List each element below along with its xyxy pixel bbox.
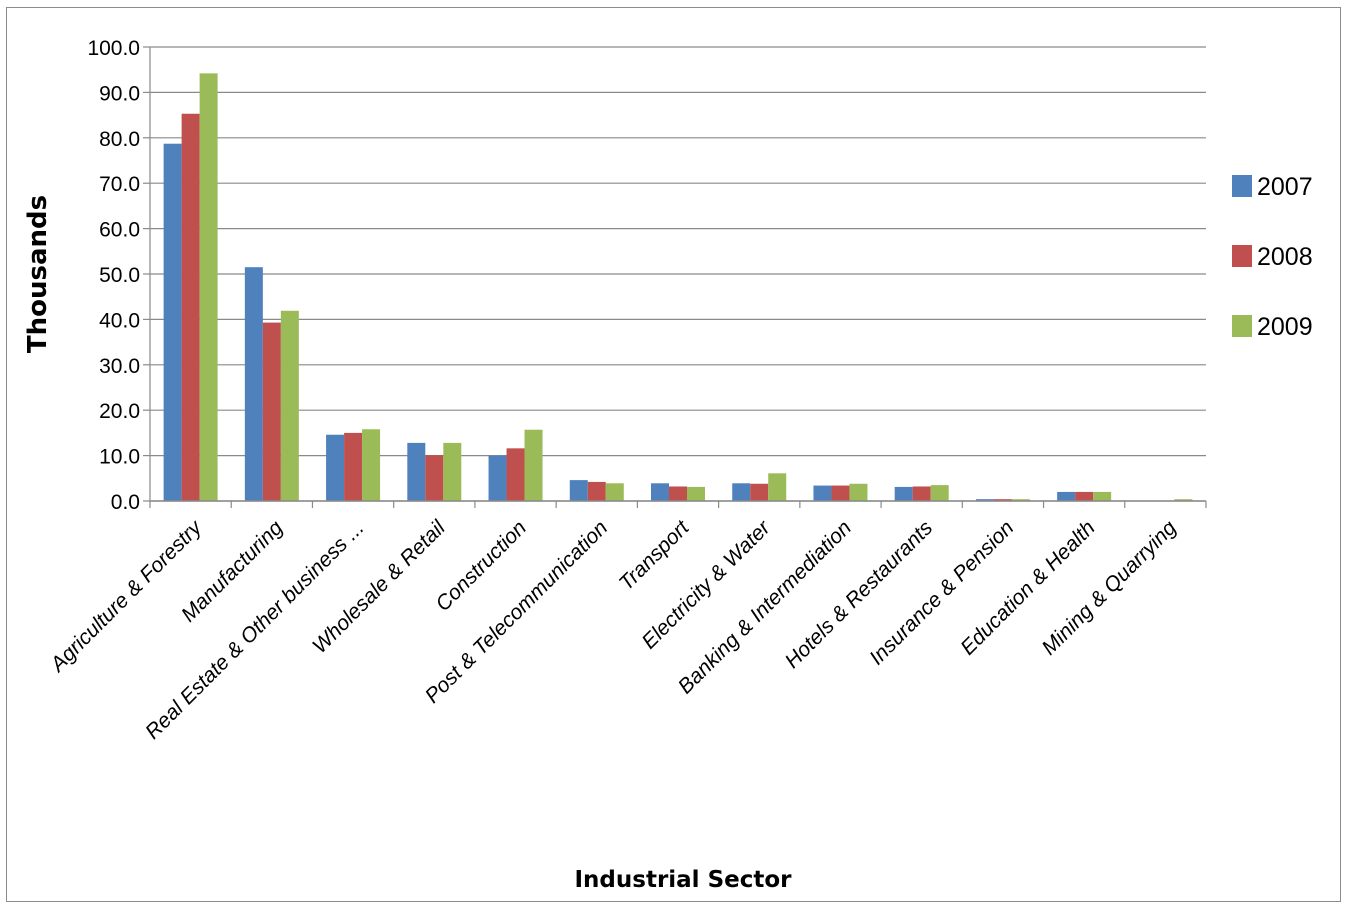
bar-2007	[326, 434, 345, 501]
legend-label-2008: 2008	[1257, 243, 1313, 271]
x-tick-label: Hotels & Restaurants	[781, 516, 938, 673]
bar-2008	[344, 432, 363, 501]
bar-2009	[605, 483, 624, 501]
x-tick-label: Wholesale & Retail	[308, 515, 451, 658]
y-tick-label: 40.0	[99, 309, 140, 332]
bar-2008	[750, 483, 769, 501]
y-tick-label: 0.0	[111, 491, 140, 514]
bar-2009	[768, 473, 787, 501]
bar-2008	[1075, 491, 1094, 501]
bar-2009	[1011, 499, 1030, 501]
bar-2009	[443, 442, 462, 501]
y-tick-label: 30.0	[99, 355, 140, 378]
bar-2009	[1093, 491, 1112, 501]
y-tick-label: 60.0	[99, 219, 140, 242]
bar-2009	[362, 429, 381, 501]
bar-2007	[407, 442, 426, 501]
x-tick-label: Insurance & Pension	[865, 516, 1018, 669]
bar-2007	[488, 455, 507, 501]
bar-2008	[425, 455, 444, 501]
bar-2007	[732, 483, 751, 501]
bar-2009	[849, 483, 868, 501]
bar-2007	[163, 143, 182, 501]
bar-2007	[1057, 491, 1076, 501]
bar-2009	[199, 73, 218, 501]
bar-2009	[930, 485, 949, 501]
bar-2007	[244, 267, 263, 501]
bar-2007	[813, 485, 832, 501]
bars	[163, 73, 1193, 501]
bar-2008	[831, 485, 850, 501]
chart-frame	[6, 7, 1341, 902]
x-axis-title: Industrial Sector	[574, 867, 792, 893]
bar-2008	[587, 481, 606, 501]
bar-2008	[993, 499, 1012, 501]
legend-label-2007: 2007	[1257, 173, 1313, 201]
legend-swatch-2008	[1232, 245, 1252, 267]
y-tick-label: 50.0	[99, 264, 140, 287]
x-axis-labels: Agriculture & ForestryManufacturingReal …	[45, 515, 1181, 744]
legend: 2007 2008 2009	[1232, 173, 1313, 341]
x-tick-label: Transport	[615, 515, 695, 595]
bar-2008	[181, 113, 200, 501]
x-tick-label: Mining & Quarrying	[1038, 516, 1182, 660]
bar-2009	[1174, 499, 1193, 501]
bar-2008	[506, 448, 525, 501]
x-tick-label: Agriculture & Forestry	[45, 515, 207, 677]
bar-2008	[262, 322, 281, 501]
bar-2009	[280, 310, 299, 501]
y-tick-label: 80.0	[99, 128, 140, 151]
bar-2009	[524, 429, 543, 501]
x-tick-label: Education & Health	[956, 516, 1099, 659]
gridlines	[143, 46, 1206, 502]
y-tick-label: 10.0	[99, 446, 140, 469]
bar-2007	[569, 480, 588, 501]
x-axis	[149, 500, 1207, 508]
legend-label-2009: 2009	[1257, 313, 1313, 341]
y-tick-label: 70.0	[99, 173, 140, 196]
y-axis-title: Thousands	[23, 195, 53, 353]
y-axis-ticks: 0.0 10.0 20.0 30.0 40.0 50.0 60.0 70.0 80.0 90.0 1…	[87, 37, 140, 514]
bar-2007	[894, 486, 913, 501]
bar-2007	[651, 483, 669, 501]
bar-2008	[669, 486, 687, 501]
y-tick-label: 90.0	[99, 82, 140, 105]
y-tick-label: 20.0	[99, 400, 140, 423]
y-tick-label: 100.0	[87, 37, 140, 60]
bar-2007	[975, 499, 994, 501]
bar-2008	[912, 486, 931, 501]
bar-2009	[687, 486, 705, 501]
legend-swatch-2009	[1232, 315, 1252, 337]
legend-swatch-2007	[1232, 175, 1252, 197]
